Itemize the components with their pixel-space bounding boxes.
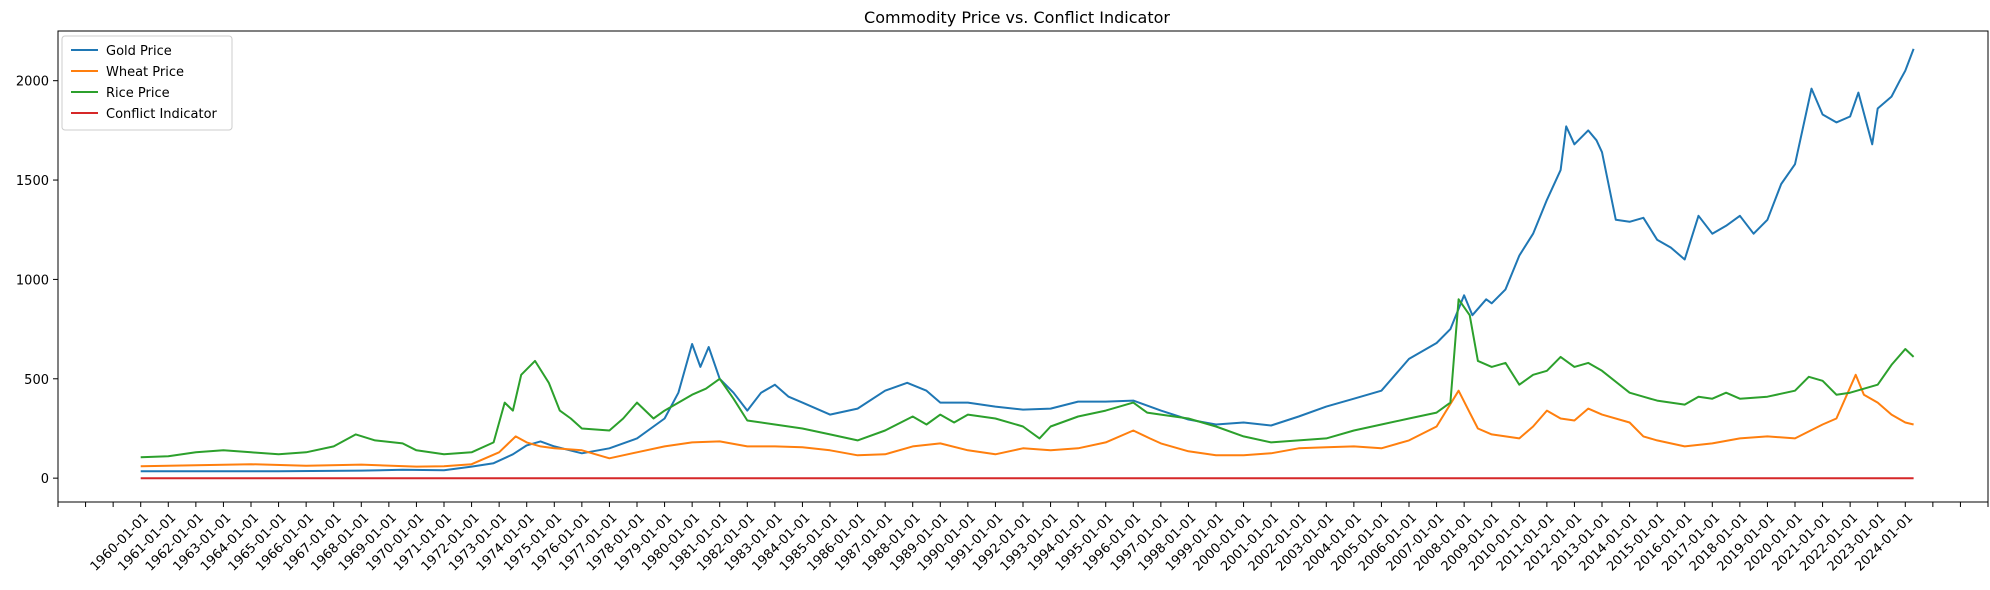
series-line-rice-price bbox=[140, 298, 1915, 459]
y-tick-label: 1000 bbox=[16, 273, 49, 288]
legend-label: Gold Price bbox=[106, 44, 172, 59]
y-axis: 0 500 1000 1500 2000 bbox=[16, 75, 58, 487]
y-tick-label: 500 bbox=[24, 373, 49, 388]
y-tick-label: 2000 bbox=[16, 75, 49, 90]
legend: Gold Price Wheat Price Rice Price Conflict … bbox=[61, 35, 233, 131]
legend-label: Rice Price bbox=[106, 86, 170, 101]
series-lines bbox=[140, 48, 1915, 480]
chart-title: Commodity Price vs. Conflict Indicator bbox=[864, 8, 1170, 27]
legend-box bbox=[61, 35, 233, 131]
series-line-wheat-price bbox=[140, 373, 1914, 468]
y-tick-label: 1500 bbox=[16, 174, 49, 189]
legend-label: Conflict Indicator bbox=[106, 107, 218, 122]
legend-label: Wheat Price bbox=[106, 65, 184, 80]
series-line-gold-price bbox=[140, 48, 1915, 473]
y-tick-label: 0 bbox=[41, 472, 49, 487]
